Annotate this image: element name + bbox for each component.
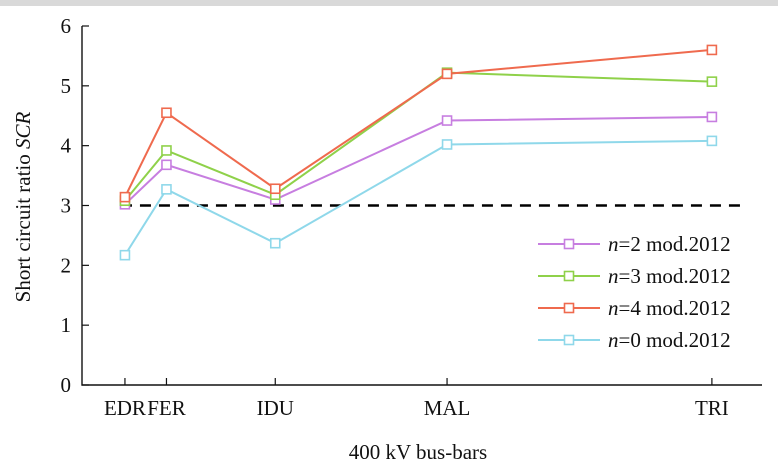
series-point [441, 115, 453, 126]
series-point [441, 139, 453, 150]
y-tick-label: 5 [61, 74, 72, 98]
x-axis-title: 400 kV bus-bars [349, 440, 487, 463]
x-tick-label: EDR [104, 396, 146, 420]
legend-marker [563, 270, 575, 282]
legend-marker [563, 334, 575, 346]
plot-area: 0 1 2 3 4 5 6 EDR FER IDU MAL TRI n=2 mod.2012 n=3 mo… [61, 14, 762, 420]
x-tick-label: TRI [695, 396, 729, 420]
series-point [161, 159, 172, 171]
y-tick-label: 2 [61, 253, 72, 277]
series-point [119, 191, 131, 203]
series-point [706, 135, 718, 147]
legend-label: n=2 mod.2012 [608, 232, 731, 256]
legend-label: n=4 mod.2012 [608, 296, 731, 320]
y-tick-label: 4 [61, 134, 72, 158]
x-tick-label: IDU [257, 396, 294, 420]
legend-label: n=3 mod.2012 [608, 264, 731, 288]
legend-marker [563, 302, 575, 314]
series-point [706, 44, 718, 56]
series-point [706, 76, 718, 87]
series-point [269, 183, 281, 195]
series-point [161, 107, 172, 119]
series-point [706, 111, 718, 123]
x-tick-label: MAL [424, 396, 471, 420]
x-tick-label: FER [147, 396, 186, 420]
series-line [124, 48, 712, 198]
legend-label: n=0 mod.2012 [608, 328, 731, 352]
y-tick-label: 6 [61, 14, 72, 38]
top-border-strip [0, 0, 778, 6]
series-point [269, 237, 281, 249]
y-tick-label: 1 [61, 313, 72, 337]
series-point [441, 68, 453, 80]
y-tick-label: 3 [61, 194, 72, 218]
series-point [161, 145, 172, 156]
series-point [161, 184, 172, 195]
y-tick-label: 0 [61, 373, 72, 397]
series-point [119, 249, 131, 261]
y-axis-title: Short circuit ratio SCR [11, 111, 35, 302]
legend-marker [563, 238, 575, 250]
